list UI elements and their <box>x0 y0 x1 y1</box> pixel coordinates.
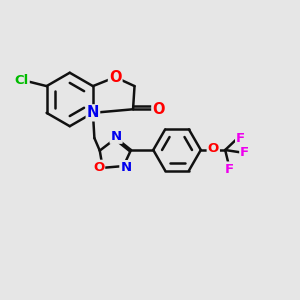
Text: F: F <box>225 163 234 176</box>
Text: O: O <box>152 102 165 117</box>
Text: Cl: Cl <box>14 74 29 87</box>
Text: N: N <box>110 130 122 143</box>
Text: O: O <box>208 142 219 155</box>
Text: F: F <box>236 132 245 145</box>
Text: N: N <box>120 161 131 174</box>
Text: F: F <box>240 146 249 159</box>
Text: O: O <box>93 161 104 174</box>
Text: O: O <box>109 70 122 85</box>
Text: N: N <box>87 105 99 120</box>
